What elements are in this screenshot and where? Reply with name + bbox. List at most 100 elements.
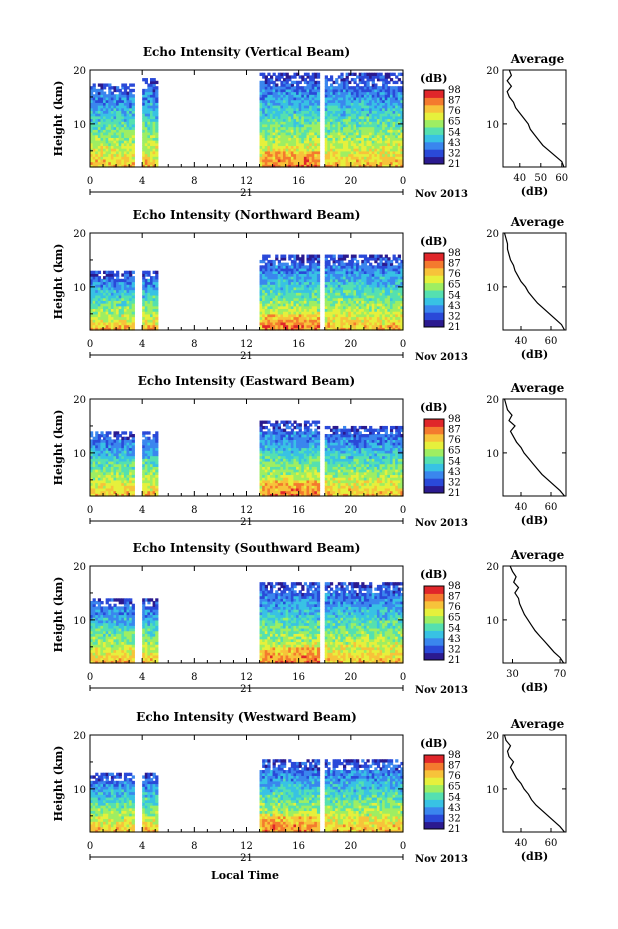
heatmap-cell	[358, 161, 362, 165]
x-tick-label: 20	[344, 176, 357, 187]
heatmap-cell	[311, 123, 315, 128]
heatmap-cell	[366, 156, 370, 160]
heatmap-cell	[105, 305, 109, 310]
heatmap-cell	[103, 284, 107, 288]
heatmap-cell	[363, 148, 368, 152]
heatmap-cell	[144, 131, 148, 136]
heatmap-cell	[152, 94, 156, 98]
heatmap-cell	[105, 105, 109, 109]
heatmap-cell	[118, 99, 122, 103]
heatmap-cell	[301, 105, 305, 109]
heatmap-cell	[131, 156, 135, 160]
heatmap-cell	[392, 140, 396, 144]
heatmap-cell	[118, 316, 122, 320]
heatmap-cell	[97, 129, 102, 133]
heatmap-cell	[376, 78, 381, 82]
heatmap-cell	[301, 158, 305, 163]
heatmap-cell	[343, 113, 347, 117]
heatmap-cell	[296, 145, 300, 149]
heatmap-cell	[275, 156, 279, 160]
heatmap-cell	[259, 164, 263, 168]
heatmap-cell	[387, 118, 391, 122]
heatmap-cell	[329, 118, 334, 122]
heatmap-cell	[152, 137, 156, 141]
heatmap-cell	[97, 286, 102, 291]
heatmap-cell	[259, 118, 263, 122]
heatmap-cell	[100, 156, 104, 160]
heatmap-cell	[100, 327, 104, 331]
heatmap-cell	[116, 164, 120, 168]
heatmap-cell	[90, 276, 94, 280]
heatmap-cell	[277, 94, 282, 98]
heatmap-cell	[382, 75, 386, 79]
y-tick-label: 10	[73, 283, 86, 294]
heatmap-cell	[361, 153, 365, 157]
heatmap-cell	[92, 148, 96, 152]
heatmap-cell	[95, 278, 99, 283]
heatmap-cell	[97, 324, 102, 328]
heatmap-cell	[121, 113, 125, 117]
heatmap-cell	[329, 150, 334, 155]
heatmap-cell	[105, 123, 109, 128]
heatmap-cell	[397, 254, 401, 258]
heatmap-cell	[298, 118, 302, 122]
heatmap-cell	[392, 80, 396, 85]
heatmap-cell	[332, 107, 336, 112]
colorbar-label: 21	[448, 159, 461, 170]
heatmap-cell	[345, 123, 349, 128]
heatmap-cell	[340, 105, 344, 109]
heatmap-cell	[371, 161, 375, 165]
heatmap-cell	[92, 113, 96, 117]
colorbar-swatch	[424, 141, 444, 150]
heatmap-cell	[293, 156, 297, 160]
heatmap-cell	[327, 131, 331, 136]
heatmap-cell	[152, 156, 156, 160]
heatmap-cell	[262, 118, 266, 122]
heatmap-cell	[118, 129, 122, 133]
heatmap-cell	[152, 142, 156, 147]
heatmap-cell	[129, 319, 133, 323]
heatmap-cell	[389, 78, 394, 82]
heatmap-cell	[309, 91, 313, 95]
heatmap-cell	[269, 88, 274, 93]
heatmap-cell	[90, 319, 94, 323]
heatmap-cell	[92, 161, 96, 165]
heatmap-cell	[149, 150, 154, 155]
heatmap-cell	[298, 86, 302, 90]
heatmap-cell	[324, 153, 328, 157]
heatmap-cell	[379, 94, 383, 98]
heatmap-cell	[329, 102, 334, 106]
heatmap-cell	[392, 121, 396, 125]
colorbar-label: 65	[448, 117, 461, 128]
heatmap-cell	[129, 161, 133, 165]
heatmap-cell	[264, 140, 268, 144]
heatmap-cell	[392, 150, 396, 155]
heatmap-cell	[264, 148, 268, 152]
date-label: Nov 2013	[415, 352, 468, 363]
heatmap-cell	[392, 94, 396, 98]
heatmap-cell	[340, 158, 344, 163]
heatmap-cell	[108, 313, 112, 318]
profile-y-tick-label: 10	[486, 283, 499, 294]
heatmap-cell	[267, 118, 271, 122]
heatmap-cell	[97, 158, 102, 163]
heatmap-cell	[262, 123, 266, 128]
heatmap-cell	[108, 110, 112, 114]
heatmap-cell	[142, 115, 146, 120]
heatmap-cell	[316, 137, 321, 141]
date-label: Nov 2013	[415, 189, 468, 200]
heatmap-cell	[290, 145, 295, 149]
heatmap-cell	[379, 72, 383, 76]
heatmap-cell	[259, 134, 263, 138]
heatmap-cell	[110, 292, 115, 296]
heatmap-cell	[100, 305, 104, 310]
heatmap-cell	[353, 86, 357, 90]
heatmap-cell	[147, 83, 151, 87]
heatmap-cell	[269, 142, 274, 147]
heatmap-cell	[155, 118, 159, 122]
heatmap-cell	[314, 80, 318, 85]
heatmap-cell	[259, 96, 263, 101]
heatmap-cell	[382, 150, 386, 155]
heatmap-cell	[90, 270, 94, 275]
heatmap-cell	[103, 150, 107, 155]
